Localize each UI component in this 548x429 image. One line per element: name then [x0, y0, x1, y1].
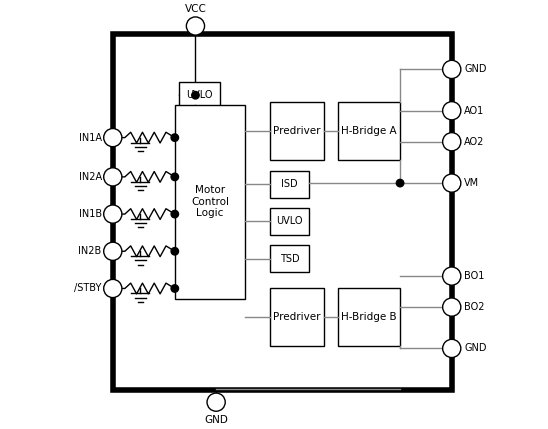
Circle shape — [443, 298, 461, 316]
Text: GND: GND — [464, 64, 487, 74]
Circle shape — [104, 168, 122, 186]
Text: UVLO: UVLO — [276, 216, 302, 227]
Circle shape — [171, 248, 179, 255]
Bar — [270, 245, 309, 272]
Text: GND: GND — [204, 414, 228, 425]
Text: TSD: TSD — [279, 254, 299, 263]
Circle shape — [104, 129, 122, 147]
Circle shape — [171, 210, 179, 218]
Text: BO1: BO1 — [464, 271, 484, 281]
Bar — [113, 34, 452, 390]
Bar — [270, 288, 324, 346]
Bar — [338, 288, 400, 346]
Text: AO2: AO2 — [464, 137, 484, 147]
Circle shape — [171, 173, 179, 181]
Circle shape — [443, 174, 461, 192]
Text: VM: VM — [464, 178, 480, 188]
Text: IN2A: IN2A — [78, 172, 101, 182]
Text: IN2B: IN2B — [78, 246, 101, 256]
Text: AO1: AO1 — [464, 106, 484, 116]
Text: IN1B: IN1B — [78, 209, 101, 219]
Text: H-Bridge A: H-Bridge A — [341, 127, 397, 136]
Text: GND: GND — [464, 344, 487, 353]
Circle shape — [443, 60, 461, 79]
Circle shape — [192, 91, 199, 99]
Bar — [270, 103, 324, 160]
Text: Predriver: Predriver — [273, 127, 321, 136]
Text: /STBY: /STBY — [75, 284, 101, 293]
Text: H-Bridge B: H-Bridge B — [341, 312, 397, 323]
Circle shape — [443, 102, 461, 120]
Text: Motor
Control
Logic: Motor Control Logic — [191, 185, 229, 218]
Circle shape — [443, 133, 461, 151]
Bar — [338, 103, 400, 160]
Circle shape — [396, 179, 404, 187]
Text: BO2: BO2 — [464, 302, 484, 312]
Circle shape — [104, 242, 122, 260]
Text: ISD: ISD — [281, 179, 298, 189]
Text: Predriver: Predriver — [273, 312, 321, 323]
Circle shape — [171, 134, 179, 141]
Circle shape — [171, 285, 179, 292]
Bar — [270, 208, 309, 235]
Circle shape — [443, 267, 461, 285]
Text: VCC: VCC — [185, 3, 207, 14]
Circle shape — [104, 279, 122, 298]
Bar — [270, 171, 309, 197]
Circle shape — [207, 393, 225, 411]
Circle shape — [443, 339, 461, 357]
Circle shape — [104, 205, 122, 223]
Text: UVLO: UVLO — [186, 90, 213, 100]
Bar — [179, 82, 220, 109]
Bar — [175, 105, 245, 299]
Circle shape — [186, 17, 204, 35]
Text: IN1A: IN1A — [78, 133, 101, 142]
